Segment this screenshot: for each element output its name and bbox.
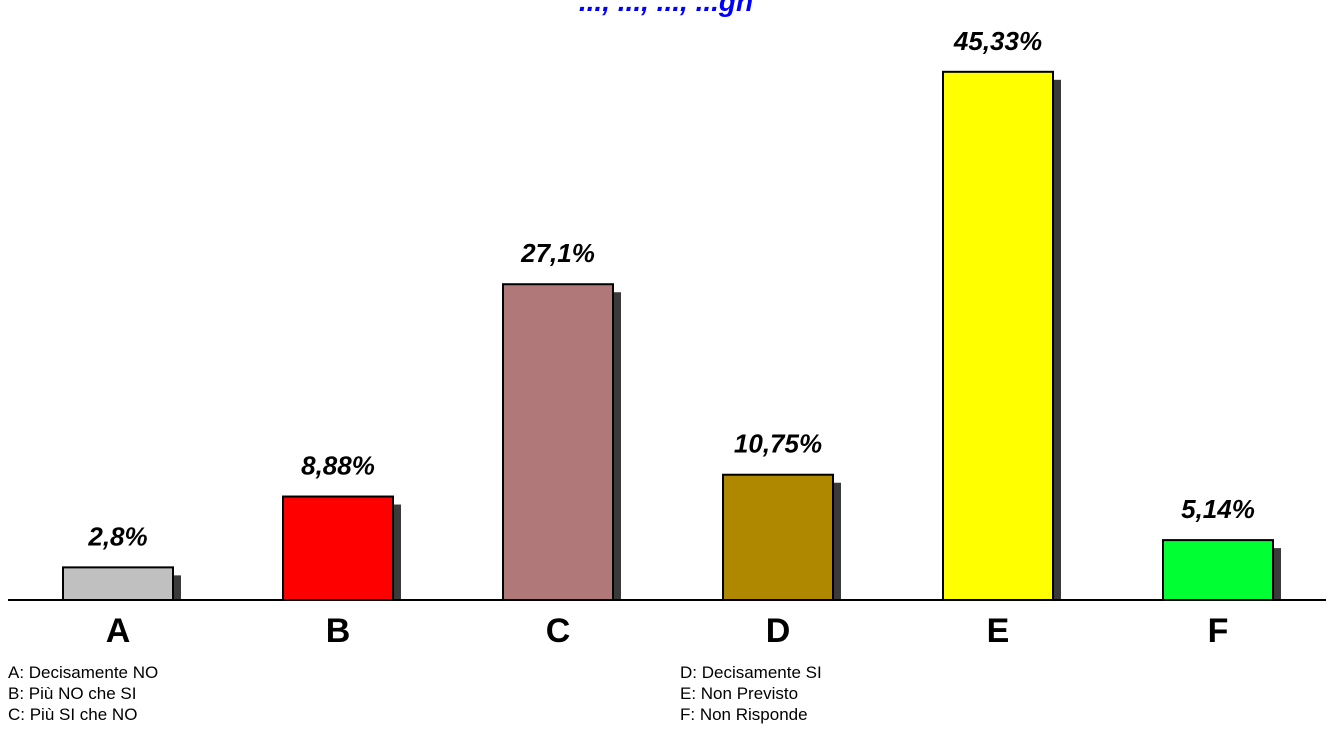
- category-label-d: D: [766, 612, 791, 650]
- data-label-f: 5,14%: [1181, 494, 1255, 524]
- chart-title: ..., ..., ..., ...gn: [578, 0, 754, 17]
- legend-item-c: C: Più SI che NO: [8, 705, 138, 724]
- bar-e: [942, 70, 1054, 602]
- bar-chart: 2,8% A 8,88% B 27,1% C 10,75% D 45,33% E 5,14% F: [8, 26, 1326, 650]
- data-label-d: 10,75%: [734, 429, 822, 459]
- legend-item-d: D: Decisamente SI: [680, 663, 822, 682]
- legend-item-f: F: Non Risponde: [680, 705, 808, 724]
- legend-right: D: Decisamente SI E: Non Previsto F: Non…: [680, 662, 822, 725]
- legend-item-a: A: Decisamente NO: [8, 663, 159, 682]
- data-label-a: 2,8%: [87, 521, 147, 551]
- category-label-c: C: [546, 612, 571, 650]
- legend-left: A: Decisamente NO B: Più NO che SI C: Pi…: [8, 662, 158, 725]
- category-label-b: B: [326, 612, 351, 650]
- legend-item-e: E: Non Previsto: [680, 684, 799, 703]
- data-label-c: 27,1%: [520, 238, 595, 268]
- bar-b: [282, 495, 394, 601]
- bar-f: [1162, 539, 1274, 602]
- category-label-f: F: [1208, 612, 1229, 650]
- bar-a: [62, 566, 174, 601]
- category-label-e: E: [987, 612, 1010, 650]
- data-label-e: 45,33%: [953, 26, 1042, 56]
- bar-d: [722, 473, 834, 602]
- data-label-b: 8,88%: [301, 451, 375, 481]
- category-label-a: A: [106, 612, 131, 650]
- bar-c: [502, 283, 614, 601]
- legend-item-b: B: Più NO che SI: [8, 684, 137, 703]
